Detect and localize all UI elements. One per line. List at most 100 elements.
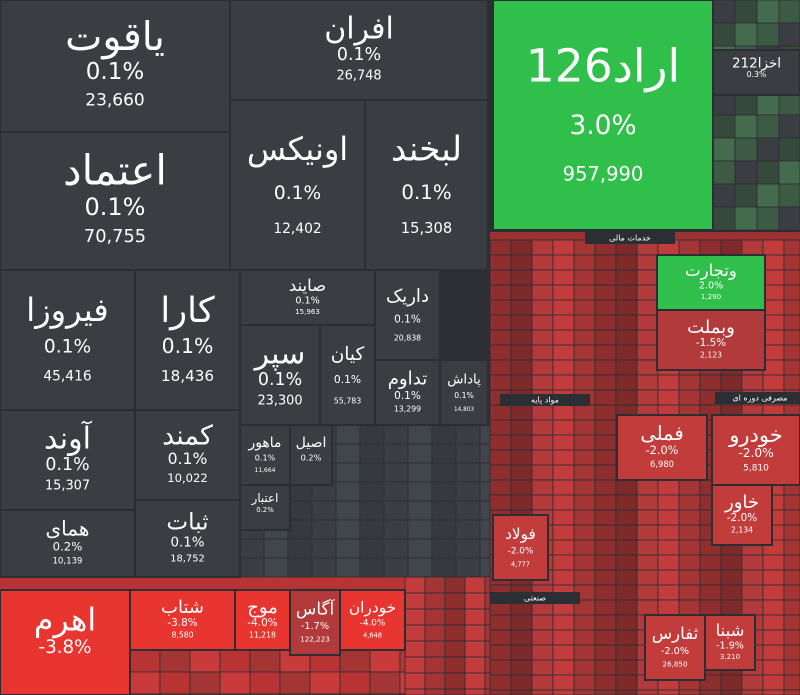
cell [573, 314, 596, 331]
cell [734, 0, 758, 24]
cell [734, 183, 758, 208]
cell [552, 239, 575, 256]
cell [573, 659, 596, 676]
tile-name: افران [324, 12, 394, 47]
cell [369, 671, 401, 695]
cell [552, 374, 575, 391]
cell [783, 644, 800, 661]
cell [594, 479, 617, 496]
cell [407, 481, 433, 502]
cell [699, 584, 722, 601]
tile [234, 589, 291, 651]
tile [439, 359, 489, 426]
tile-change: -1.9% [716, 640, 744, 651]
tile-name: ثبات [166, 510, 208, 536]
tile-change: 0.2% [53, 539, 83, 553]
cell [552, 359, 575, 376]
cell [531, 359, 554, 376]
cell [239, 538, 265, 559]
cell [219, 671, 251, 695]
tile [0, 509, 136, 578]
cell [594, 389, 617, 406]
cell [720, 599, 743, 616]
cell [594, 434, 617, 451]
cell [455, 462, 481, 483]
cell [510, 329, 533, 346]
cell [531, 494, 554, 511]
tile-change: 0.1% [86, 59, 144, 85]
tile-change: 0.1% [394, 390, 421, 402]
cell [335, 557, 361, 578]
cell [678, 584, 701, 601]
sector-header [490, 592, 580, 604]
cell [531, 449, 554, 466]
tile-volume: 1,290 [701, 292, 722, 301]
cell [783, 539, 800, 556]
tile-change: 0.1% [170, 535, 204, 550]
cell [615, 689, 638, 695]
cell [712, 160, 736, 185]
cell [484, 688, 491, 695]
tile-volume: 13,299 [394, 404, 421, 413]
cell [335, 519, 361, 540]
sector-header [715, 392, 800, 404]
cell [778, 160, 800, 185]
tile-volume: 11,664 [255, 467, 276, 474]
cell [615, 329, 638, 346]
cell [489, 344, 512, 361]
cell [444, 576, 466, 594]
cell [424, 640, 446, 658]
cell [594, 449, 617, 466]
cell [573, 689, 596, 695]
cell [741, 239, 764, 256]
cell [431, 481, 457, 502]
cell [741, 584, 764, 601]
cell [424, 624, 446, 642]
cell [594, 404, 617, 421]
cell [531, 269, 554, 286]
cell [444, 656, 466, 674]
cell [594, 584, 617, 601]
cell [531, 344, 554, 361]
tile [134, 269, 241, 411]
cell [615, 569, 638, 586]
cell [359, 424, 385, 445]
cell [615, 599, 638, 616]
cell [762, 614, 785, 631]
tile-change: -1.7% [301, 621, 329, 632]
tile-change: 0.1% [295, 295, 319, 306]
cell [510, 404, 533, 421]
cell [594, 539, 617, 556]
tile-name: خاور [724, 492, 759, 513]
cell [678, 479, 701, 496]
cell [489, 239, 512, 256]
cell [531, 329, 554, 346]
tile-volume: 55,783 [334, 397, 362, 406]
tile [364, 99, 489, 271]
cell [657, 374, 680, 391]
tile-name: اعتبار [251, 491, 279, 506]
cell [489, 644, 512, 661]
cell [783, 599, 800, 616]
cell [552, 479, 575, 496]
cell [615, 629, 638, 646]
cell [531, 299, 554, 316]
tile-name: همای [45, 517, 89, 541]
tile-volume: 5,810 [743, 464, 769, 474]
cell [335, 424, 361, 445]
tile-name: تداوم [388, 369, 428, 390]
cell [531, 674, 554, 691]
cell [159, 649, 191, 673]
tile-name: اونیکس [247, 130, 348, 168]
cell [531, 239, 554, 256]
cell [407, 424, 433, 445]
cell [510, 434, 533, 451]
tile [134, 409, 241, 501]
cell [762, 239, 785, 256]
cell [399, 649, 406, 673]
cell [464, 672, 486, 690]
tile-change: 0.1% [334, 373, 361, 386]
cell [594, 329, 617, 346]
cell [484, 576, 491, 594]
cell [479, 424, 491, 445]
